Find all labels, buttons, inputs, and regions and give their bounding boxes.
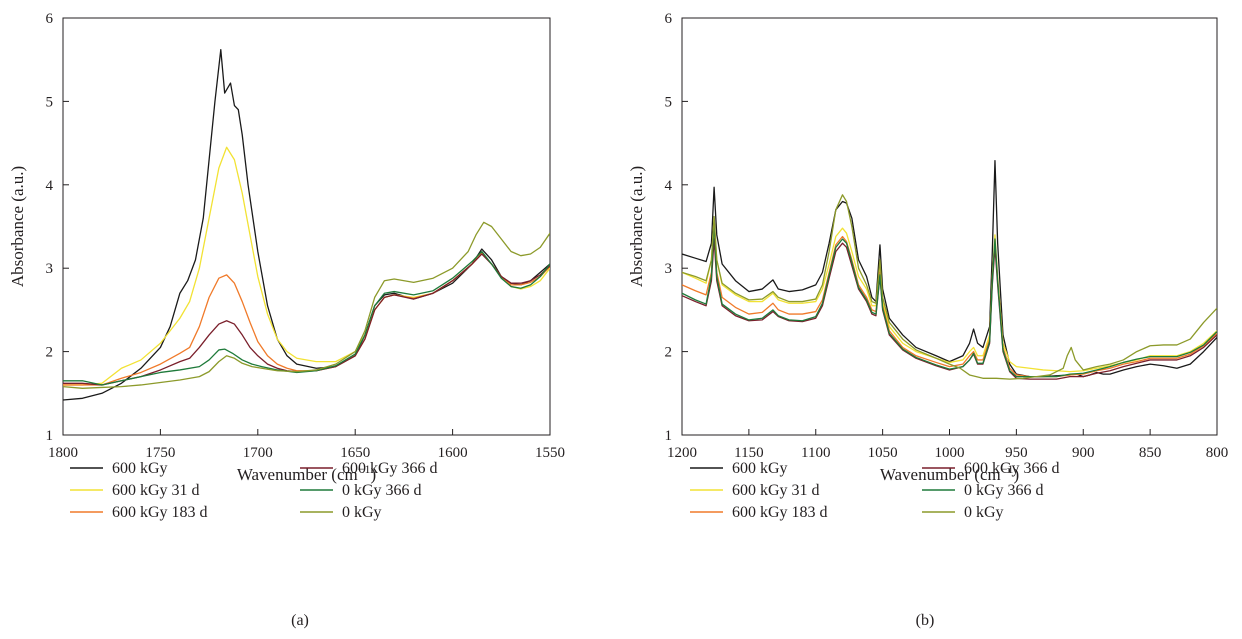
series-line-600-kgy: [682, 159, 1217, 378]
y-tick-label: 4: [665, 178, 673, 194]
x-tick-label: 800: [1206, 445, 1229, 461]
x-tick-label: 900: [1072, 445, 1095, 461]
y-tick-label: 6: [665, 11, 673, 27]
x-tick-label: 1000: [935, 445, 965, 461]
series-lines: [63, 49, 550, 401]
y-tick-label: 5: [665, 94, 673, 110]
series-line-0-kgy-366-d: [63, 250, 550, 386]
x-tick-label: 1700: [243, 445, 273, 461]
y-tick-label: 2: [665, 345, 673, 361]
legend-label: 0 kGy 366 d: [964, 482, 1044, 499]
legend: 600 kGy 600 kGy 31 d 600 kGy 183 d 600 kGy …: [70, 460, 438, 521]
series-line-0-kgy-366-d: [682, 221, 1217, 378]
series-line-600-kgy-183-d: [682, 230, 1217, 378]
x-tick-label: 1600: [438, 445, 468, 461]
x-tick-label: 1550: [535, 445, 565, 461]
legend-label: 0 kGy: [964, 504, 1004, 521]
series-line-600-kgy-366-d: [63, 253, 550, 386]
x-tick-label: 1750: [145, 445, 175, 461]
y-tick-label: 4: [46, 178, 54, 194]
panel-label: (b): [916, 612, 935, 629]
panel-label: (a): [291, 612, 309, 629]
legend-label: 600 kGy 183 d: [732, 504, 828, 521]
x-tick-label: 1150: [734, 445, 763, 461]
series-line-600-kgy-31-d: [682, 217, 1217, 373]
x-axis-label: Wavenumber (cm−1): [237, 462, 376, 484]
series-line-600-kgy-31-d: [63, 146, 550, 386]
x-axis-label-unit-exponent: −1: [358, 462, 371, 476]
x-tick-label: 950: [1005, 445, 1028, 461]
legend-label: 600 kGy 366 d: [964, 460, 1060, 477]
y-axis-label: Absorbance (a.u.): [627, 166, 646, 287]
series-line-0-kgy: [682, 194, 1217, 380]
legend: 600 kGy 600 kGy 31 d 600 kGy 183 d 600 kGy …: [690, 460, 1060, 521]
legend-label: 600 kGy: [112, 460, 168, 477]
y-tick-label: 6: [46, 11, 54, 27]
series-line-600-kgy: [63, 49, 550, 401]
legend-label: 600 kGy 183 d: [112, 504, 208, 521]
legend-label: 600 kGy 366 d: [342, 460, 438, 477]
series-line-600-kgy-183-d: [63, 252, 550, 386]
x-tick-label: 1050: [868, 445, 898, 461]
series-lines: [682, 159, 1217, 380]
x-axis-label-close: ): [371, 465, 377, 484]
chart-panel-b: 1200 1150 1100 1050 1000 950 900 850 800 1 2 3 4 5 6 Wa…: [627, 11, 1228, 629]
y-tick-label: 3: [46, 261, 54, 277]
x-tick-label: 1800: [48, 445, 78, 461]
y-tick-label: 1: [665, 428, 673, 444]
series-line-0-kgy: [63, 221, 550, 389]
plot-frame: [681, 17, 1218, 436]
x-axis-label: Wavenumber (cm−1): [880, 462, 1019, 484]
legend-label: 0 kGy 366 d: [342, 482, 422, 499]
legend-label: 600 kGy 31 d: [112, 482, 200, 499]
legend-label: 0 kGy: [342, 504, 382, 521]
y-tick-label: 5: [46, 94, 54, 110]
y-tick-label: 1: [46, 428, 54, 444]
chart-panel-a: 1800 1750 1700 1650 1600 1550 1 2 3 4 5 6 Wavenumber…: [8, 11, 565, 629]
series-line-600-kgy-366-d: [682, 238, 1217, 380]
x-axis-label-close: ): [1014, 465, 1020, 484]
x-axis-label-text: Wavenumber (cm: [237, 465, 358, 484]
legend-label: 600 kGy: [732, 460, 788, 477]
x-tick-label: 1650: [340, 445, 370, 461]
plot-frame: [62, 17, 551, 436]
x-tick-label: 1200: [667, 445, 697, 461]
x-axis-label-unit-exponent: −1: [1001, 462, 1014, 476]
y-tick-label: 3: [665, 261, 673, 277]
x-tick-label: 1100: [801, 445, 830, 461]
x-axis-label-text: Wavenumber (cm: [880, 465, 1001, 484]
x-tick-label: 850: [1139, 445, 1162, 461]
y-axis-label: Absorbance (a.u.): [8, 166, 27, 287]
legend-label: 600 kGy 31 d: [732, 482, 820, 499]
y-tick-label: 2: [46, 345, 54, 361]
